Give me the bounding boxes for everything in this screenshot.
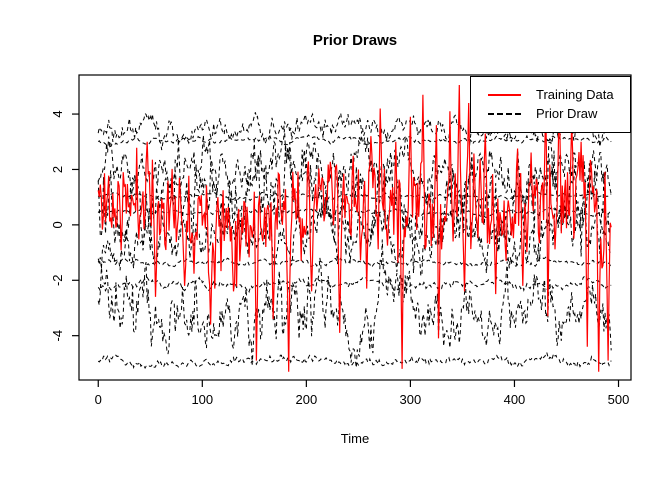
- x-tick-label: 200: [296, 392, 318, 407]
- legend-entry-training: Training Data: [488, 88, 630, 102]
- y-tick-label: 2: [50, 166, 65, 173]
- legend-label-training: Training Data: [536, 87, 614, 102]
- plot-border: [78, 74, 632, 381]
- y-tick-label: 4: [50, 110, 65, 117]
- prior-draw-line: [97, 129, 612, 213]
- x-tick-label: 300: [400, 392, 422, 407]
- prior-line-sample-icon: [488, 113, 521, 115]
- legend-box: Training Data Prior Draw: [470, 76, 631, 133]
- training-data-line: [97, 84, 612, 372]
- prior-draw-line: [97, 239, 612, 368]
- prior-draw-line: [97, 275, 612, 294]
- prior-draw-line: [97, 256, 612, 268]
- y-tick-label: 0: [50, 221, 65, 228]
- x-axis-label: Time: [340, 431, 370, 446]
- legend-entry-prior: Prior Draw: [488, 107, 630, 121]
- x-tick-label: 400: [504, 392, 526, 407]
- prior-draw-line: [97, 350, 612, 370]
- chart-title: Prior Draws: [312, 32, 398, 49]
- series-group: [97, 84, 612, 372]
- legend-label-prior: Prior Draw: [536, 106, 598, 121]
- training-line-sample-icon: [488, 94, 521, 96]
- x-tick-label: 500: [608, 392, 630, 407]
- prior-draw-line: [97, 189, 612, 278]
- y-tick-label: -4: [50, 330, 65, 342]
- x-tick-label: 0: [95, 392, 102, 407]
- y-tick-label: -2: [50, 274, 65, 286]
- prior-draw-line: [97, 138, 612, 274]
- prior-draw-line: [97, 134, 612, 148]
- x-tick-label: 100: [191, 392, 213, 407]
